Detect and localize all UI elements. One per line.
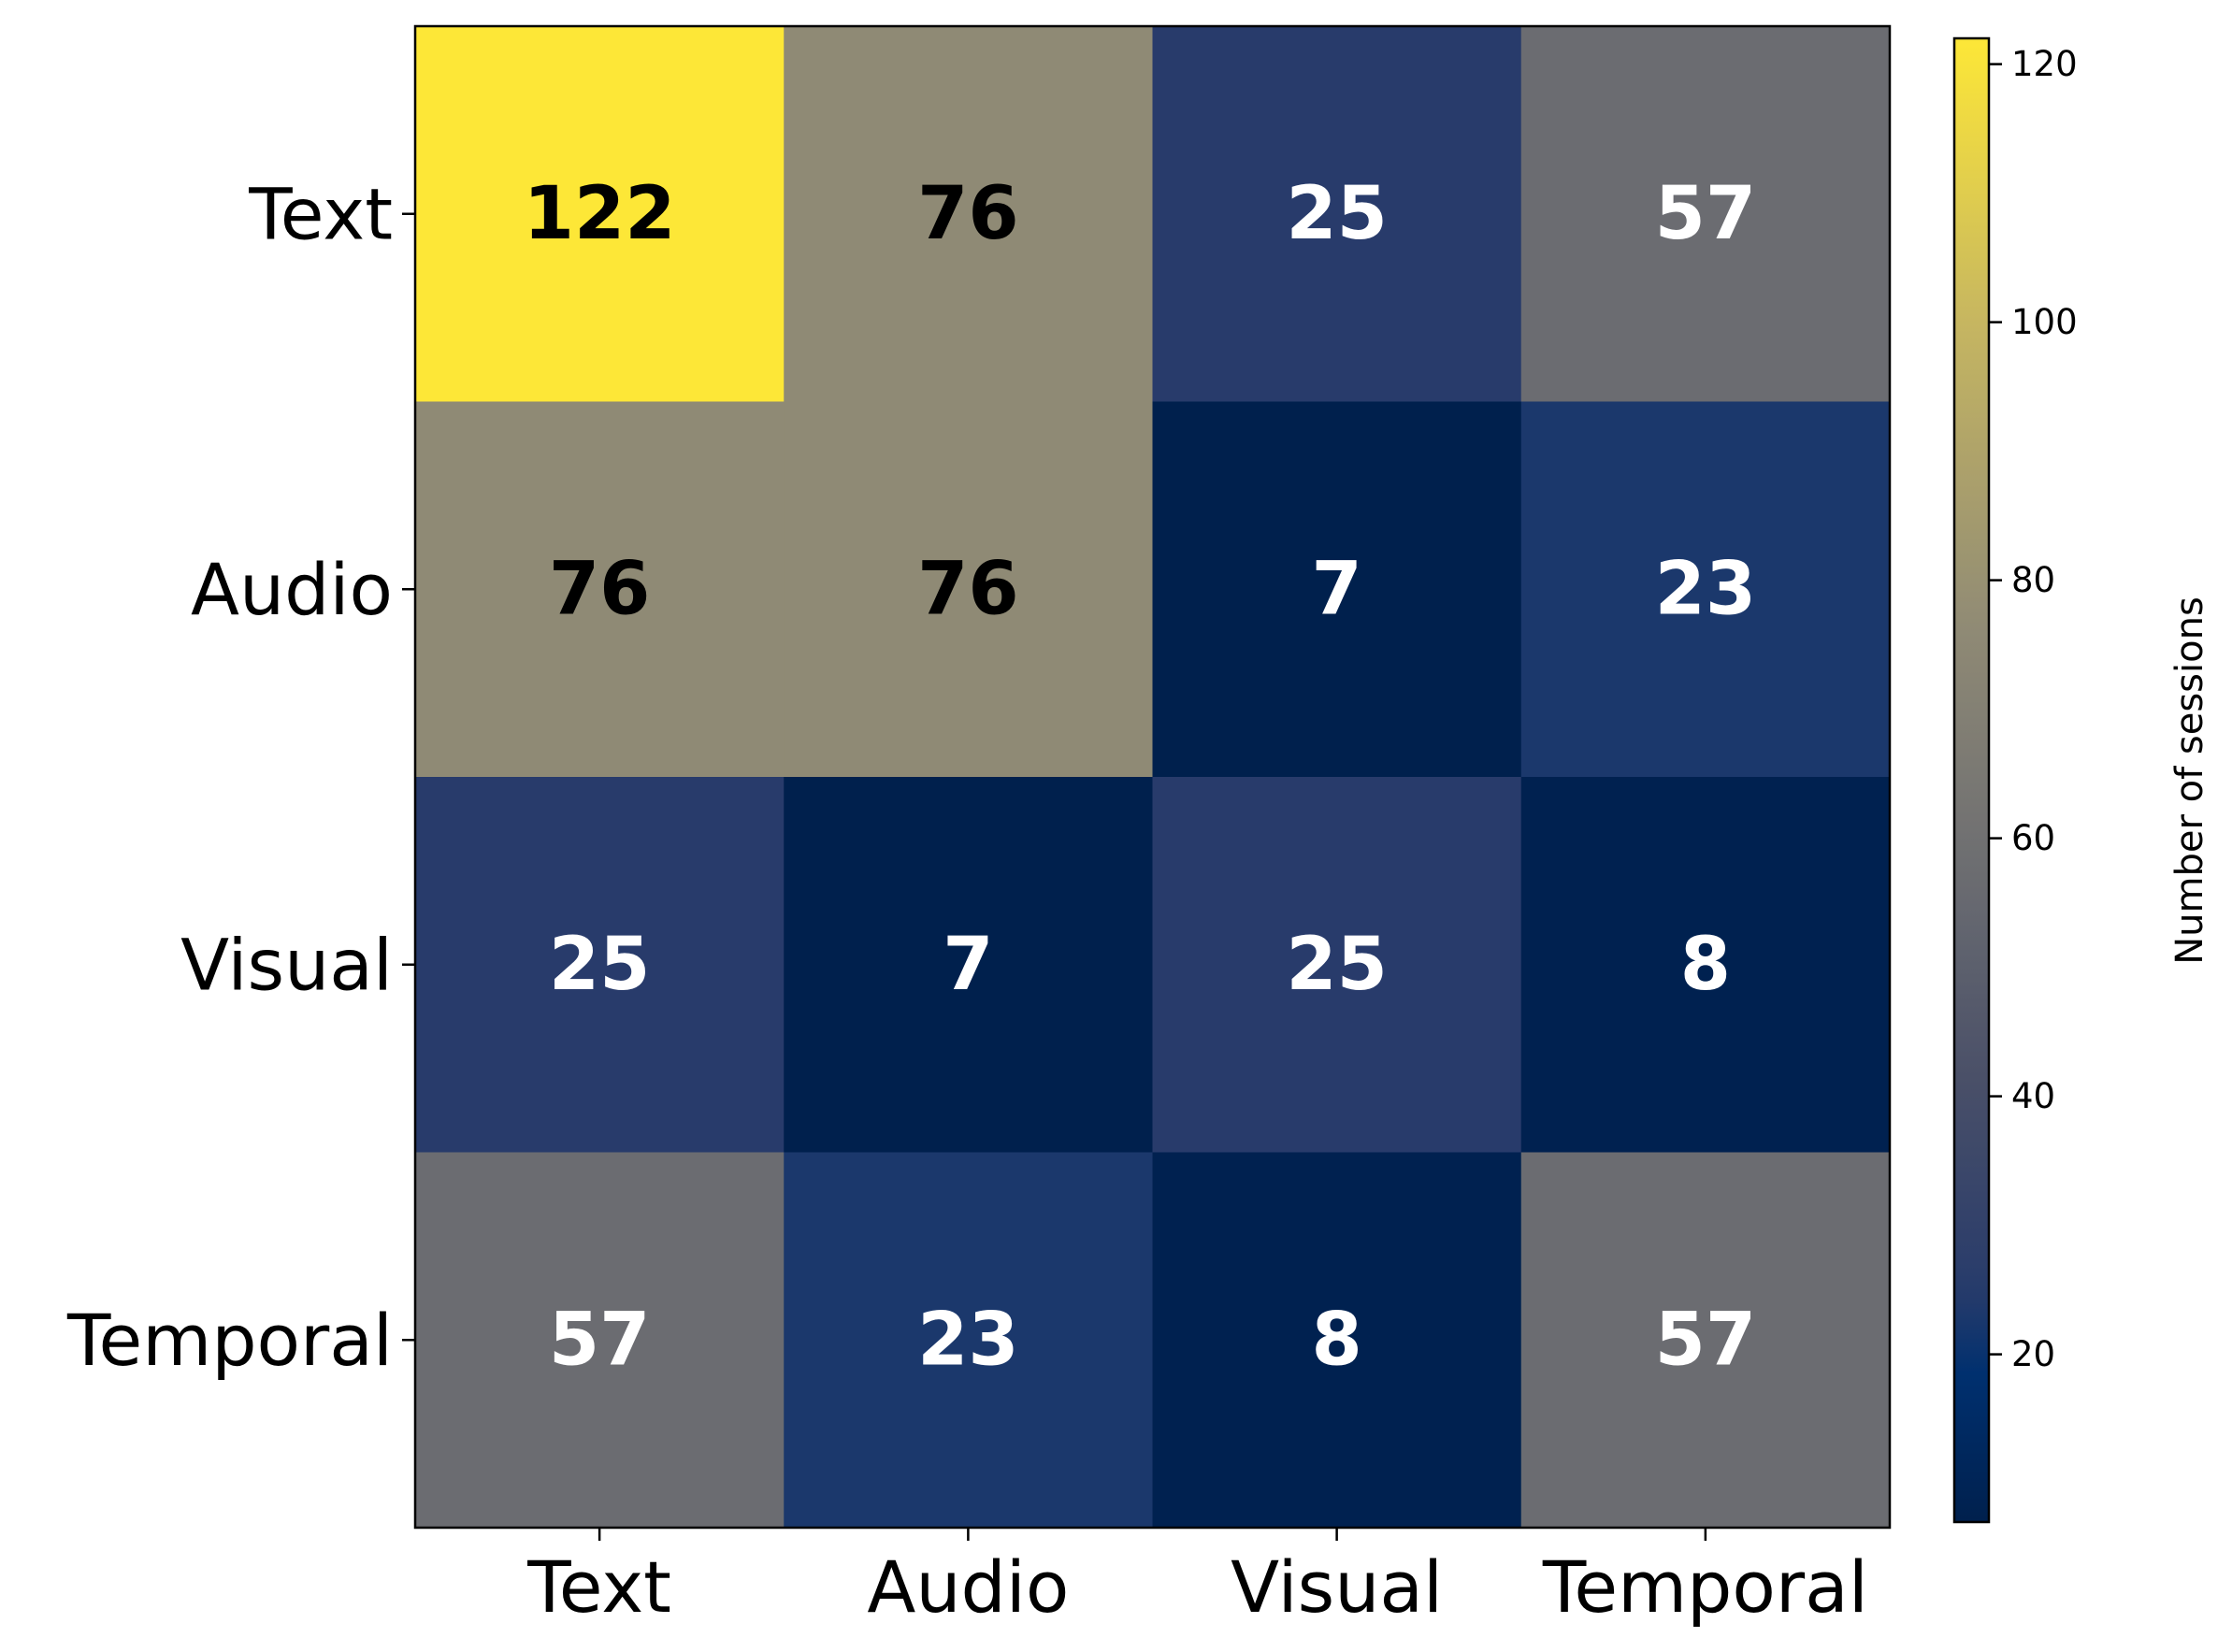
cell-value-label: 25: [1286, 923, 1388, 1007]
heatmap-cell: [1520, 401, 1891, 778]
x-axis: Text Audio Visual Temporal: [526, 1528, 1868, 1629]
heatmap-cell: [1520, 26, 1891, 402]
colorbar: 20 40 60 80 100 120 Number of sessions: [1952, 36, 2211, 1524]
colorbar-label: Number of sessions: [2168, 596, 2211, 965]
plot-frame: [413, 24, 1892, 1530]
x-tick-label: Temporal: [1542, 1545, 1868, 1629]
heatmap-cell: [1152, 26, 1522, 402]
heatmap-cell: [1152, 777, 1522, 1153]
cell-value-label: 76: [549, 547, 651, 631]
cell-value-label: 76: [917, 547, 1019, 631]
heatmap-cell: [415, 777, 785, 1153]
heatmap-cell: [1152, 1152, 1522, 1529]
x-tick-label: Visual: [1231, 1545, 1443, 1629]
colorbar-tick-label: 60: [2011, 818, 2055, 858]
heatmap-cell: [415, 401, 785, 778]
cell-value-label: 25: [1286, 172, 1388, 256]
heatmap-cell: [784, 401, 1153, 778]
cell-value-label: 7: [1311, 547, 1361, 631]
cell-value-label: 57: [1655, 172, 1757, 256]
cell-value-label: 76: [917, 172, 1019, 256]
colorbar-gradient: [1952, 36, 1991, 1524]
heatmap-cell: [784, 26, 1153, 402]
y-tick-label: Temporal: [66, 1299, 393, 1382]
cell-value-label: 122: [524, 172, 676, 256]
cell-value-label: 7: [943, 923, 993, 1007]
cell-value-label: 8: [1311, 1298, 1361, 1382]
heatmap-cell: [1520, 777, 1891, 1153]
heatmap-cell: [784, 777, 1153, 1153]
x-tick-label: Text: [526, 1545, 671, 1629]
cell-value-label: 8: [1680, 923, 1731, 1007]
y-tick-label: Text: [248, 172, 393, 255]
y-tick-label: Audio: [191, 548, 393, 631]
cell-value-label: 23: [917, 1298, 1019, 1382]
y-axis: Text Audio Visual Temporal: [66, 172, 415, 1382]
heatmap-cell: [415, 26, 785, 402]
heatmap-cell: [784, 1152, 1153, 1529]
cell-value-label: 23: [1655, 547, 1757, 631]
cell-value-label: 25: [549, 923, 651, 1007]
cell-value-label: 57: [1655, 1298, 1757, 1382]
colorbar-tick-label: 120: [2011, 44, 2078, 84]
heatmap-cell: [1152, 401, 1522, 778]
x-tick-label: Audio: [867, 1545, 1069, 1629]
colorbar-tick-label: 40: [2011, 1076, 2055, 1116]
y-tick-label: Visual: [180, 923, 393, 1006]
colorbar-tick-label: 20: [2011, 1334, 2055, 1374]
colorbar-tick-label: 80: [2011, 560, 2055, 600]
cell-value-label: 57: [549, 1298, 651, 1382]
colorbar-tick-label: 100: [2011, 302, 2078, 342]
heatmap-cell: [1520, 1152, 1891, 1529]
heatmap-cell: [415, 1152, 785, 1529]
heatmap-cells: 122 76 25 57 76 76 7 23 25 7 25 8 57 23 8 57: [415, 26, 1891, 1529]
